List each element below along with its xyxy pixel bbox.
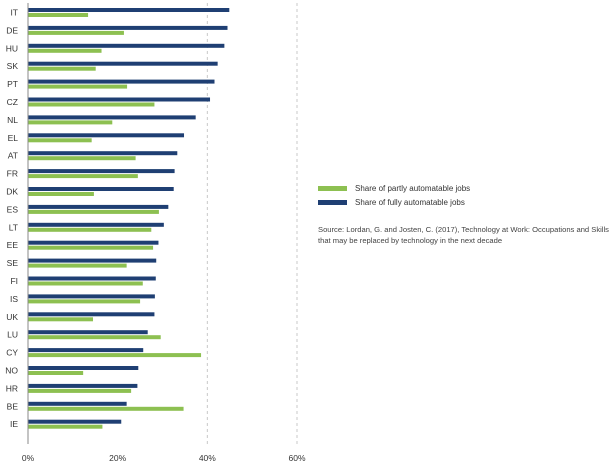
legend-item-fully: Share of fully automatable jobs xyxy=(318,195,470,209)
category-label-be: BE xyxy=(7,401,19,411)
bar-fully-nl xyxy=(28,115,196,120)
bar-partly-lu xyxy=(28,335,161,340)
bar-partly-ie xyxy=(28,424,103,429)
bar-partly-dk xyxy=(28,192,94,196)
category-label-nl: NL xyxy=(7,115,18,125)
bar-fully-lt xyxy=(28,222,164,227)
bar-partly-fr xyxy=(28,174,138,179)
bar-partly-uk xyxy=(28,317,94,322)
legend-swatch-partly xyxy=(318,185,347,191)
bar-partly-is xyxy=(28,299,141,304)
bar-fully-de xyxy=(28,25,228,30)
bar-fully-fr xyxy=(28,169,175,174)
bar-fully-it xyxy=(28,8,230,12)
bar-partly-at xyxy=(28,156,136,161)
x-tick-label-20: 20% xyxy=(109,453,126,463)
bar-partly-no xyxy=(28,371,84,375)
legend-label-partly: Share of partly automatable jobs xyxy=(355,183,471,193)
bar-fully-lu xyxy=(28,330,148,335)
category-label-hr: HR xyxy=(6,383,18,393)
x-tick-label-0: 0% xyxy=(22,453,35,463)
category-label-ie: IE xyxy=(10,419,18,429)
category-label-de: DE xyxy=(6,25,18,35)
x-tick-label-60: 60% xyxy=(288,453,305,463)
category-label-no: NO xyxy=(5,366,18,376)
source-note: Source: Lordan, G. and Josten, C. (2017)… xyxy=(318,225,609,245)
category-label-at: AT xyxy=(8,151,18,161)
legend-label-fully: Share of fully automatable jobs xyxy=(355,197,465,207)
category-label-lt: LT xyxy=(9,222,18,232)
x-tick-label-40: 40% xyxy=(199,453,216,463)
bar-fully-es xyxy=(28,204,169,209)
bar-fully-is xyxy=(28,294,155,299)
bar-fully-el xyxy=(28,133,185,138)
bar-partly-ee xyxy=(28,245,154,250)
bar-fully-ie xyxy=(28,419,122,424)
category-label-cy: CY xyxy=(6,348,18,358)
bar-fully-cz xyxy=(28,97,211,102)
legend-swatch-fully xyxy=(318,199,347,205)
category-label-pt: PT xyxy=(7,79,18,89)
bar-fully-pt xyxy=(28,79,215,84)
bar-partly-fi xyxy=(28,281,143,286)
category-label-is: IS xyxy=(10,294,18,304)
bar-partly-de xyxy=(28,30,124,35)
bar-fully-at xyxy=(28,151,178,156)
category-label-dk: DK xyxy=(6,187,18,197)
bar-partly-be xyxy=(28,406,184,411)
bar-partly-nl xyxy=(28,120,113,125)
bar-fully-no xyxy=(28,366,139,370)
bar-partly-cz xyxy=(28,102,155,107)
bar-fully-dk xyxy=(28,187,174,191)
bar-partly-se xyxy=(28,263,127,268)
bar-partly-pt xyxy=(28,84,128,89)
category-label-es: ES xyxy=(7,204,19,214)
category-label-cz: CZ xyxy=(7,97,18,107)
bar-partly-it xyxy=(28,13,89,17)
category-label-fi: FI xyxy=(10,276,18,286)
category-label-it: IT xyxy=(10,8,18,18)
bar-partly-lt xyxy=(28,227,152,232)
bar-partly-es xyxy=(28,209,159,214)
legend-item-partly: Share of partly automatable jobs xyxy=(318,181,470,195)
category-label-se: SE xyxy=(7,258,19,268)
bar-fully-sk xyxy=(28,61,218,66)
bar-fully-hu xyxy=(28,43,225,48)
bar-partly-el xyxy=(28,138,92,143)
bar-partly-cy xyxy=(28,353,202,358)
category-label-hu: HU xyxy=(6,43,18,53)
bar-fully-fi xyxy=(28,276,156,281)
category-label-el: EL xyxy=(8,133,19,143)
category-label-uk: UK xyxy=(6,312,18,322)
bar-fully-hr xyxy=(28,383,138,388)
bar-partly-sk xyxy=(28,66,96,71)
bar-partly-hu xyxy=(28,48,102,53)
chart-legend: Share of partly automatable jobs Share o… xyxy=(318,181,470,209)
bar-fully-be xyxy=(28,401,127,406)
category-label-ee: EE xyxy=(7,240,19,250)
category-label-fr: FR xyxy=(7,169,18,179)
bar-fully-ee xyxy=(28,240,159,245)
category-label-lu: LU xyxy=(7,330,18,340)
bar-fully-cy xyxy=(28,348,144,353)
category-label-sk: SK xyxy=(7,61,19,71)
bar-fully-se xyxy=(28,258,157,263)
bar-fully-uk xyxy=(28,312,155,317)
bar-partly-hr xyxy=(28,388,132,393)
